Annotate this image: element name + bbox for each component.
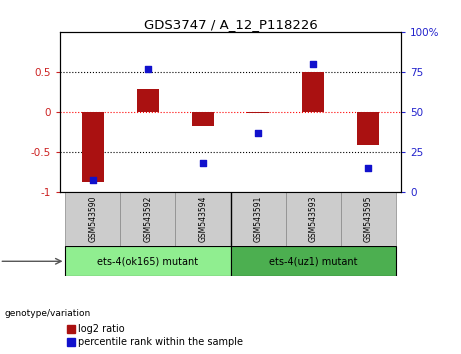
Text: GSM543590: GSM543590 xyxy=(89,196,97,242)
Text: GSM543592: GSM543592 xyxy=(143,196,153,242)
Bar xyxy=(65,192,120,246)
Point xyxy=(199,160,207,166)
Text: genotype/variation: genotype/variation xyxy=(5,309,91,318)
Bar xyxy=(176,192,230,246)
Text: GSM543591: GSM543591 xyxy=(254,196,262,242)
Bar xyxy=(247,112,269,113)
Title: GDS3747 / A_12_P118226: GDS3747 / A_12_P118226 xyxy=(144,18,317,31)
Bar xyxy=(82,112,104,182)
Bar xyxy=(137,90,159,112)
Point xyxy=(89,178,97,183)
Text: ets-4(uz1) mutant: ets-4(uz1) mutant xyxy=(269,256,357,266)
Point xyxy=(309,61,317,67)
Bar xyxy=(285,192,341,246)
Point xyxy=(144,66,152,72)
Bar xyxy=(302,72,324,112)
Point xyxy=(254,130,262,135)
Bar xyxy=(357,112,379,145)
Bar xyxy=(65,246,230,276)
Text: GSM543593: GSM543593 xyxy=(308,196,318,242)
Bar xyxy=(230,246,396,276)
Bar xyxy=(192,112,214,126)
Bar xyxy=(230,192,285,246)
Bar xyxy=(120,192,176,246)
Legend: log2 ratio, percentile rank within the sample: log2 ratio, percentile rank within the s… xyxy=(65,322,245,349)
Text: GSM543595: GSM543595 xyxy=(364,196,372,242)
Bar xyxy=(341,192,396,246)
Text: GSM543594: GSM543594 xyxy=(199,196,207,242)
Point xyxy=(364,165,372,171)
Text: ets-4(ok165) mutant: ets-4(ok165) mutant xyxy=(97,256,199,266)
